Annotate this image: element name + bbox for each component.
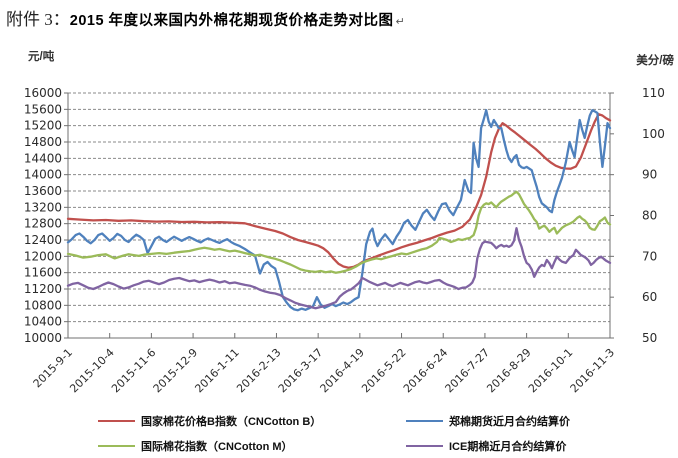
right-axis-unit-label: 美分/磅	[636, 55, 674, 67]
attachment-label: 附件 3：	[6, 10, 70, 29]
x-tick-label: 2016-4-19	[318, 346, 367, 395]
y-tick-label-right: 90	[642, 168, 657, 182]
price-comparison-chart: 16000 15600 15200 14800 14400 14000 13600 13200…	[24, 86, 665, 395]
legend-line-swatch	[406, 420, 443, 422]
legend-label: 国际棉花指数（CNCotton M）	[141, 441, 293, 453]
y-tick-label-left: 12000	[24, 249, 62, 263]
y-tick-label-right: 50	[642, 331, 657, 345]
legend-label: ICE期棉近月合约结算价	[449, 441, 567, 453]
document-title-line: 附件 3：2015 年度以来国内外棉花期现货价格走势对比图 ↵	[6, 5, 674, 30]
series-line-1	[66, 109, 612, 312]
x-tick-label: 2015-12-9	[151, 346, 200, 395]
x-tick-label: 2016-7-27	[443, 346, 492, 395]
legend-item-ice-futures: ICE期棉近月合约结算价	[406, 438, 618, 454]
y-tick-label-left: 10000	[24, 331, 62, 345]
y-tick-label-left: 14800	[24, 135, 62, 149]
legend-label: 国家棉花价格B指数（CNCotton B）	[141, 416, 322, 428]
legend-item-zhengzhou-futures: 郑棉期货近月合约结算价	[406, 413, 618, 429]
legend-line-swatch	[98, 420, 135, 422]
y-tick-label-left: 15200	[24, 119, 62, 133]
left-axis-unit-label: 元/吨	[28, 51, 55, 63]
y-tick-label-right: 70	[642, 249, 657, 263]
series-line-2	[66, 190, 612, 274]
y-tick-label-left: 10400	[24, 315, 62, 329]
y-tick-label-right: 80	[642, 209, 657, 223]
y-tick-label-left: 12400	[24, 233, 62, 247]
legend-line-swatch	[406, 445, 443, 447]
x-tick-label: 2016-10-1	[526, 346, 575, 395]
chart-title: 2015 年度以来国内外棉花期现货价格走势对比图	[69, 13, 394, 29]
y-tick-label-left: 14000	[24, 168, 62, 182]
y-tick-label-left: 11600	[24, 266, 62, 280]
y-tick-label-left: 12800	[24, 217, 62, 231]
x-tick-label: 2015-11-6	[109, 346, 158, 395]
series-line-0	[66, 113, 612, 269]
legend-line-swatch	[98, 445, 135, 447]
y-tick-label-left: 14400	[24, 151, 62, 165]
paragraph-mark-icon: ↵	[395, 16, 405, 28]
x-tick-label: 2016-5-22	[359, 346, 408, 395]
y-tick-label-right: 100	[642, 127, 665, 141]
legend-item-cncotton-b: 国家棉花价格B指数（CNCotton B）	[98, 413, 406, 429]
y-tick-label-left: 16000	[24, 86, 62, 100]
y-tick-label-right: 60	[642, 290, 657, 304]
y-tick-label-left: 13600	[24, 184, 62, 198]
y-tick-label-left: 11200	[24, 282, 62, 296]
y-tick-label-right: 110	[642, 86, 665, 100]
legend-label: 郑棉期货近月合约结算价	[449, 416, 570, 428]
y-tick-label-left: 13200	[24, 200, 62, 214]
series-line-3	[66, 227, 612, 310]
x-tick-label: 2016-1-11	[192, 346, 241, 395]
x-tick-label: 2016-8-29	[484, 346, 533, 395]
legend-item-cncotton-m: 国际棉花指数（CNCotton M）	[98, 438, 406, 454]
x-tick-label: 2016-11-3	[568, 346, 617, 395]
x-tick-label: 2016-2-13	[234, 346, 283, 395]
x-tick-label: 2015-10-4	[67, 346, 116, 395]
x-tick-label: 2016-6-24	[401, 346, 450, 395]
y-tick-label-left: 15600	[24, 102, 62, 116]
y-tick-label-left: 10800	[24, 298, 62, 312]
x-tick-label: 2016-3-17	[276, 346, 325, 395]
chart-legend: 国家棉花价格B指数（CNCotton B） 郑棉期货近月合约结算价 国际棉花指数…	[98, 413, 618, 454]
